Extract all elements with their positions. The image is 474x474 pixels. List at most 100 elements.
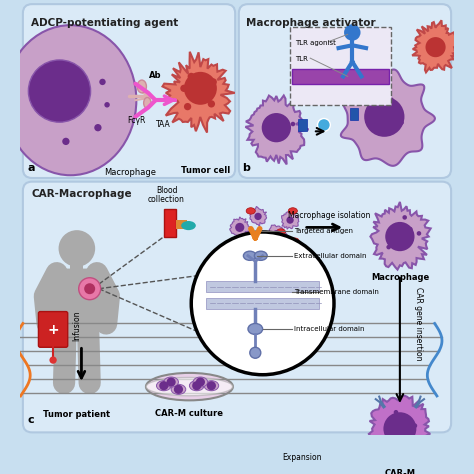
Ellipse shape: [146, 377, 233, 396]
Text: TAA: TAA: [155, 120, 170, 129]
Text: Intracellular domain: Intracellular domain: [294, 326, 364, 332]
Circle shape: [383, 114, 388, 118]
Bar: [349, 108, 358, 120]
Ellipse shape: [250, 347, 261, 358]
Text: Tumor patient: Tumor patient: [43, 410, 110, 419]
Circle shape: [403, 417, 408, 421]
Ellipse shape: [146, 373, 233, 401]
Circle shape: [188, 73, 195, 80]
Ellipse shape: [184, 72, 217, 105]
FancyBboxPatch shape: [206, 298, 319, 309]
Text: c: c: [27, 415, 34, 425]
Ellipse shape: [235, 223, 244, 232]
Ellipse shape: [246, 208, 255, 214]
Ellipse shape: [248, 323, 263, 335]
Text: CAR-M: CAR-M: [384, 469, 415, 474]
Text: Macrophage: Macrophage: [104, 168, 156, 177]
Circle shape: [273, 133, 277, 138]
Text: CAR-Macrophage: CAR-Macrophage: [31, 189, 132, 199]
Polygon shape: [412, 20, 458, 73]
Ellipse shape: [181, 221, 196, 230]
Text: a: a: [27, 164, 35, 173]
Text: Macrophage: Macrophage: [371, 273, 429, 282]
Polygon shape: [341, 70, 435, 166]
Bar: [292, 69, 389, 84]
Circle shape: [394, 410, 398, 415]
Ellipse shape: [272, 230, 281, 239]
Circle shape: [318, 118, 330, 131]
Ellipse shape: [286, 217, 294, 224]
Polygon shape: [282, 211, 299, 229]
Circle shape: [84, 283, 95, 294]
Text: TLR agonist: TLR agonist: [295, 40, 336, 46]
Ellipse shape: [385, 222, 415, 251]
Bar: [71, 248, 83, 269]
Circle shape: [180, 85, 188, 92]
Circle shape: [291, 122, 295, 126]
Text: Macrophage activator: Macrophage activator: [246, 18, 376, 28]
Circle shape: [408, 227, 412, 231]
Circle shape: [174, 385, 183, 394]
Ellipse shape: [171, 384, 186, 394]
Circle shape: [207, 381, 216, 390]
Circle shape: [159, 381, 168, 390]
Polygon shape: [369, 396, 430, 465]
Text: FcγR: FcγR: [127, 116, 146, 125]
FancyBboxPatch shape: [239, 4, 451, 178]
Circle shape: [413, 423, 417, 428]
Bar: [176, 220, 187, 229]
Ellipse shape: [255, 213, 262, 220]
Polygon shape: [54, 269, 100, 319]
Text: CAR gene insertion: CAR gene insertion: [414, 287, 423, 360]
Ellipse shape: [244, 251, 256, 260]
Ellipse shape: [164, 377, 178, 387]
Ellipse shape: [255, 251, 267, 260]
Polygon shape: [241, 231, 257, 246]
Ellipse shape: [290, 238, 299, 244]
Ellipse shape: [245, 235, 253, 242]
Circle shape: [184, 103, 191, 110]
Text: +: +: [47, 323, 59, 337]
Text: Ab: Ab: [149, 71, 162, 80]
Text: TLR: TLR: [295, 56, 308, 62]
Circle shape: [395, 117, 400, 122]
Circle shape: [196, 377, 205, 387]
Circle shape: [280, 126, 284, 130]
Text: b: b: [243, 164, 250, 173]
Ellipse shape: [288, 208, 297, 214]
Text: ADCP-potentiating agent: ADCP-potentiating agent: [31, 18, 178, 28]
Circle shape: [399, 120, 404, 125]
Circle shape: [390, 241, 394, 246]
Circle shape: [62, 138, 70, 145]
Circle shape: [274, 126, 279, 130]
Text: Transmembrane domain: Transmembrane domain: [294, 289, 379, 295]
Text: collection: collection: [148, 195, 185, 204]
Polygon shape: [250, 206, 266, 227]
Circle shape: [392, 107, 397, 111]
Text: Extracellular domain: Extracellular domain: [294, 253, 366, 259]
Text: Targeted antigen: Targeted antigen: [294, 228, 353, 234]
Circle shape: [104, 102, 110, 108]
Ellipse shape: [156, 381, 171, 391]
FancyBboxPatch shape: [206, 282, 319, 292]
Text: Macrophage isolation: Macrophage isolation: [288, 211, 371, 220]
Circle shape: [384, 119, 389, 123]
Circle shape: [58, 64, 65, 72]
Circle shape: [402, 215, 407, 220]
Circle shape: [389, 114, 393, 118]
Bar: [164, 209, 176, 237]
Text: Expansion: Expansion: [282, 453, 322, 462]
Ellipse shape: [258, 241, 267, 247]
Circle shape: [192, 381, 201, 390]
Ellipse shape: [193, 377, 208, 387]
Ellipse shape: [5, 25, 137, 175]
Circle shape: [271, 114, 275, 119]
Ellipse shape: [144, 98, 151, 109]
Text: CAR-M culture: CAR-M culture: [155, 410, 223, 419]
Ellipse shape: [262, 113, 291, 142]
Polygon shape: [163, 52, 235, 133]
Ellipse shape: [383, 412, 416, 445]
Circle shape: [191, 232, 334, 375]
Circle shape: [398, 423, 403, 428]
Polygon shape: [370, 202, 431, 270]
